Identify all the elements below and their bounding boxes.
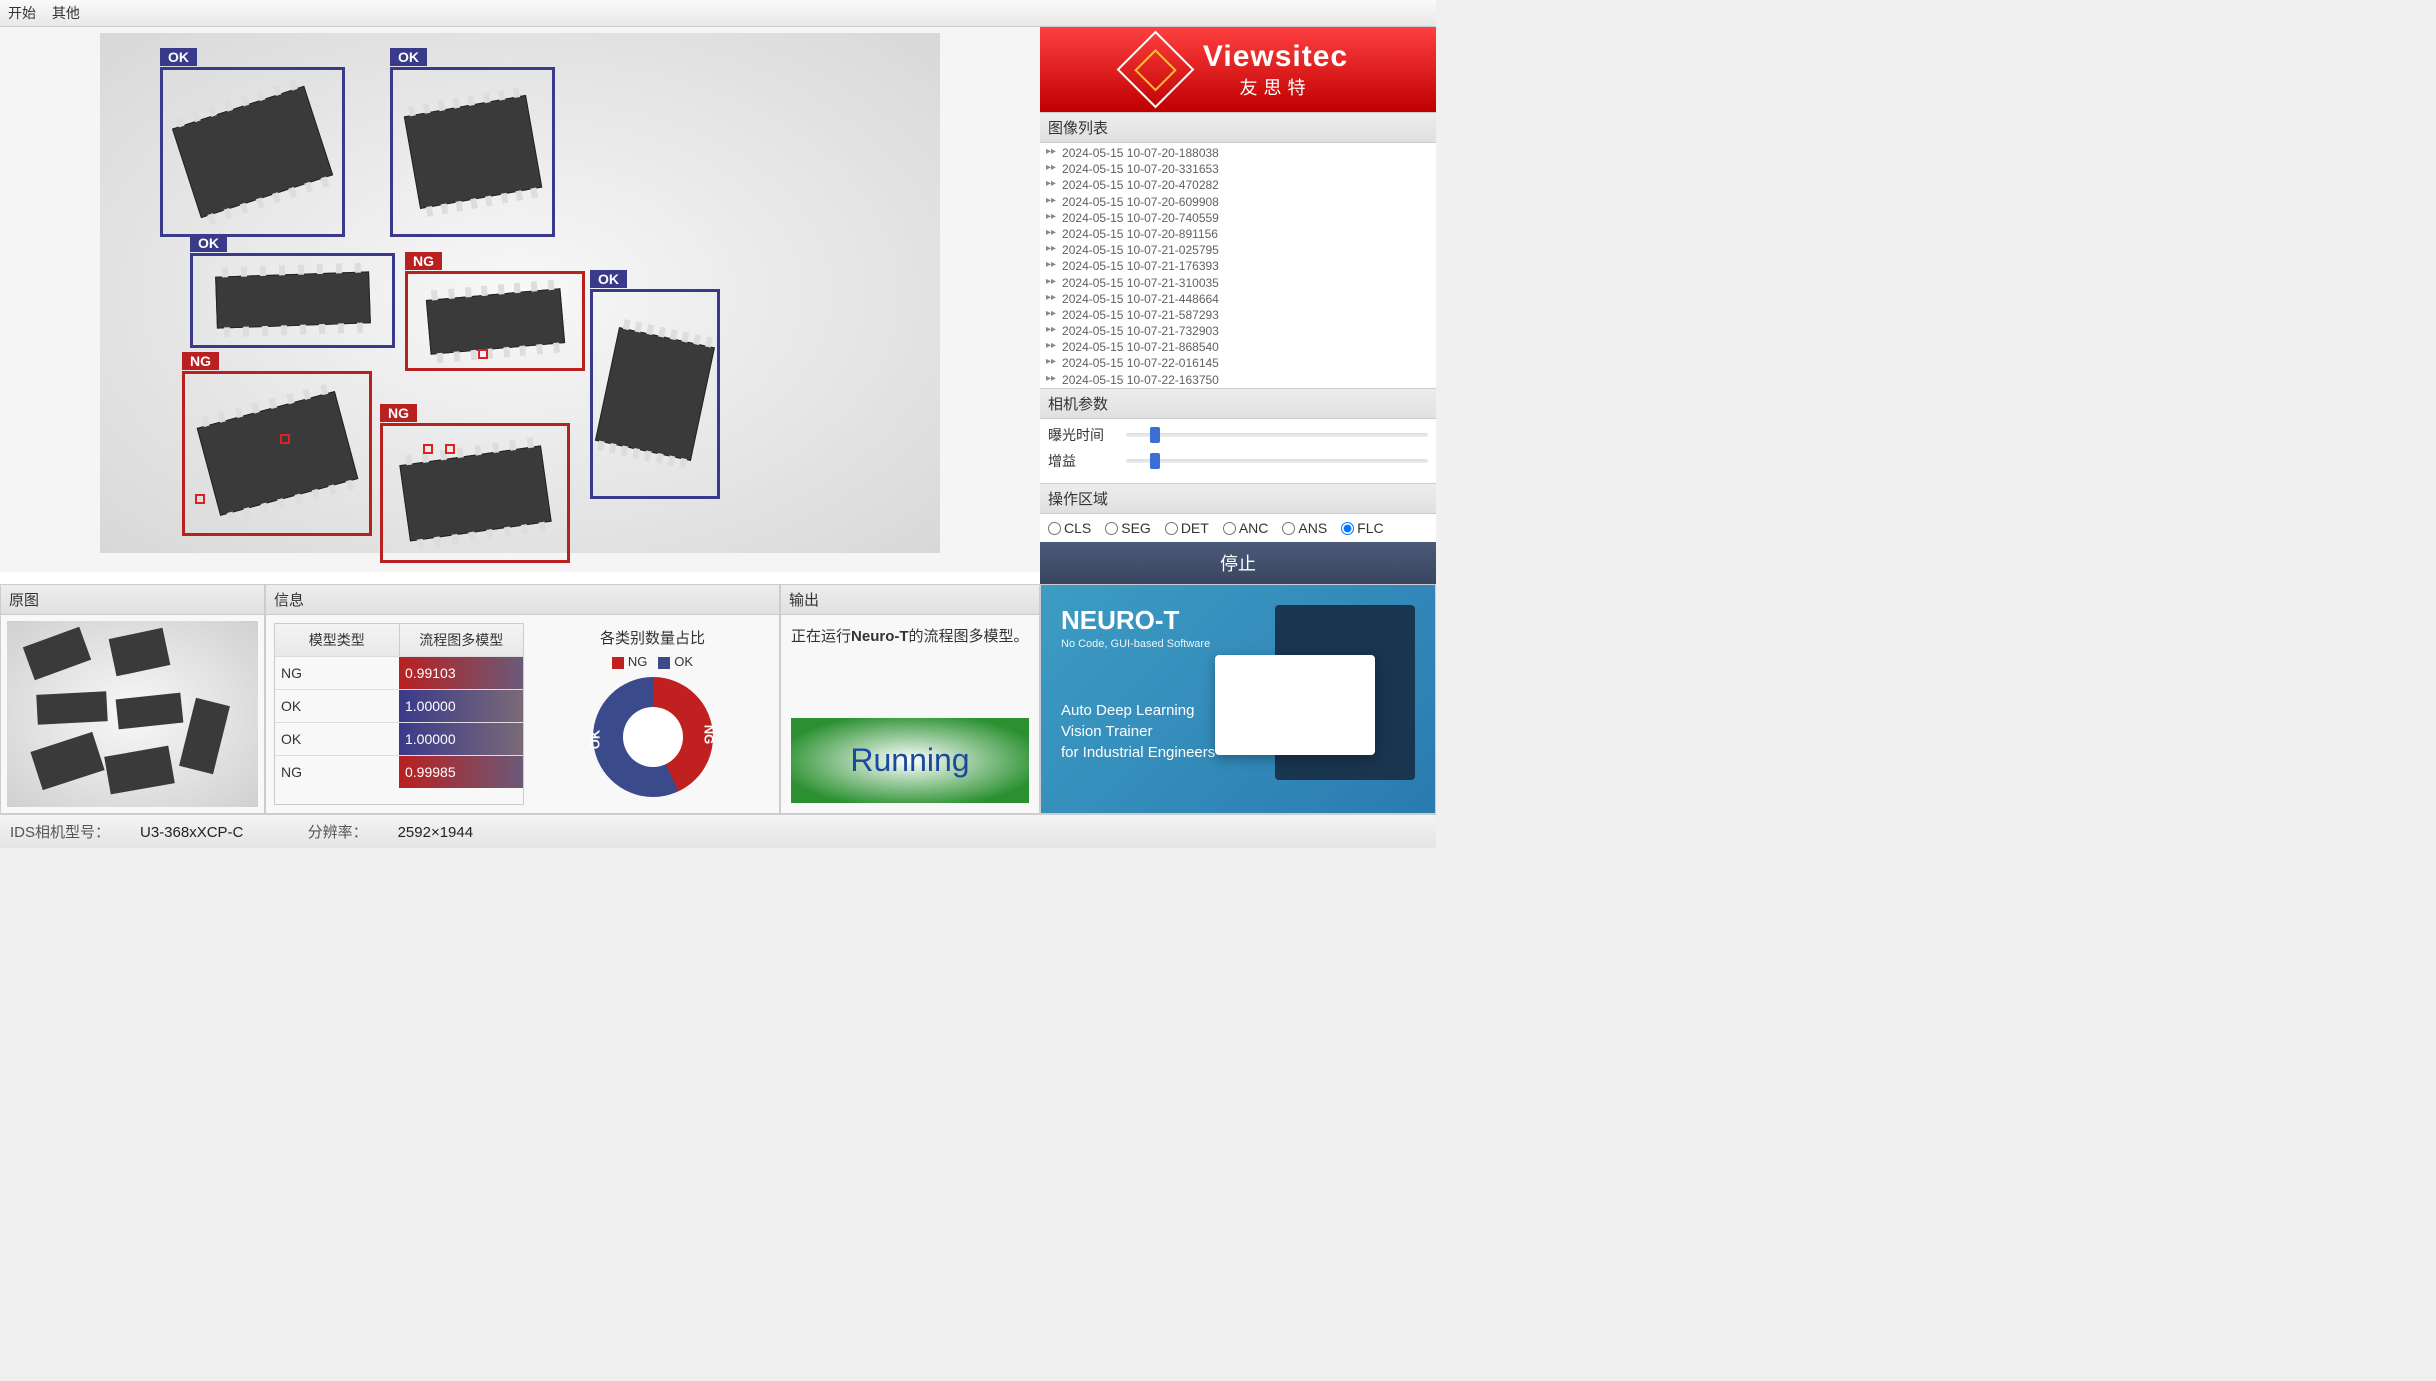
exposure-label: 曝光时间 <box>1048 425 1118 445</box>
resolution: 分辨率：2592×1944 <box>308 824 504 841</box>
info-row: OK1.00000 <box>275 722 523 755</box>
output-text: 正在运行Neuro-T的流程图多模型。 <box>791 625 1029 646</box>
image-list[interactable]: ▸▸2024-05-15 10-07-20-188038▸▸2024-05-15… <box>1040 143 1436 388</box>
mode-radio-seg[interactable]: SEG <box>1105 520 1151 536</box>
detection-box-ok: OK <box>190 253 395 348</box>
detection-box-ng: NG <box>380 423 570 563</box>
output-panel-header: 输出 <box>781 585 1039 615</box>
original-panel-header: 原图 <box>1 585 264 615</box>
image-list-item[interactable]: ▸▸2024-05-15 10-07-20-188038 <box>1046 145 1430 161</box>
brand-logo-icon <box>1116 31 1194 109</box>
image-list-header: 图像列表 <box>1040 112 1436 143</box>
info-panel-header: 信息 <box>266 585 779 615</box>
output-panel: 输出 正在运行Neuro-T的流程图多模型。 Running <box>780 584 1040 814</box>
image-list-item[interactable]: ▸▸2024-05-15 10-07-21-310035 <box>1046 275 1430 291</box>
image-list-item[interactable]: ▸▸2024-05-15 10-07-21-868540 <box>1046 339 1430 355</box>
brand-name-cn: 友思特 <box>1203 74 1348 100</box>
image-list-item[interactable]: ▸▸2024-05-15 10-07-20-331653 <box>1046 161 1430 177</box>
image-list-item[interactable]: ▸▸2024-05-15 10-07-21-587293 <box>1046 307 1430 323</box>
menu-other[interactable]: 其他 <box>52 5 80 21</box>
detection-image: OKOKOKNGOKNGNG <box>100 33 940 553</box>
detection-box-ok: OK <box>160 67 345 237</box>
detection-box-ok: OK <box>390 67 555 237</box>
chart-title: 各类别数量占比 <box>600 627 705 648</box>
image-list-item[interactable]: ▸▸2024-05-15 10-07-21-025795 <box>1046 242 1430 258</box>
stop-button[interactable]: 停止 <box>1040 542 1436 584</box>
info-row: NG0.99985 <box>275 755 523 788</box>
running-status: Running <box>791 718 1029 803</box>
ops-header: 操作区域 <box>1040 483 1436 514</box>
brand-banner: Viewsitec 友思特 <box>1040 27 1436 112</box>
menubar: 开始 其他 <box>0 0 1436 27</box>
pie-chart-area: 各类别数量占比 NG OK NG OK <box>534 623 771 805</box>
mode-radio-det[interactable]: DET <box>1165 520 1209 536</box>
exposure-slider[interactable] <box>1126 433 1428 437</box>
bottom-row: 原图 信息 模型类型 流程图多模型 NG0.99103OK1.00000OK1.… <box>0 584 1436 814</box>
detection-box-ng: NG <box>405 271 585 371</box>
info-row: OK1.00000 <box>275 689 523 722</box>
image-list-item[interactable]: ▸▸2024-05-15 10-07-20-740559 <box>1046 210 1430 226</box>
detection-box-ok: OK <box>590 289 720 499</box>
detection-box-ng: NG <box>182 371 372 536</box>
info-row: NG0.99103 <box>275 656 523 689</box>
brand-name-en: Viewsitec <box>1203 40 1348 74</box>
image-list-item[interactable]: ▸▸2024-05-15 10-07-21-448664 <box>1046 291 1430 307</box>
image-list-item[interactable]: ▸▸2024-05-15 10-07-22-016145 <box>1046 355 1430 371</box>
image-list-item[interactable]: ▸▸2024-05-15 10-07-21-732903 <box>1046 323 1430 339</box>
info-table: 模型类型 流程图多模型 NG0.99103OK1.00000OK1.00000N… <box>274 623 524 805</box>
camera-params: 曝光时间 增益 <box>1040 419 1436 483</box>
mode-radio-flc[interactable]: FLC <box>1341 520 1383 536</box>
menu-start[interactable]: 开始 <box>8 5 36 21</box>
image-list-item[interactable]: ▸▸2024-05-15 10-07-20-891156 <box>1046 226 1430 242</box>
image-viewer: OKOKOKNGOKNGNG <box>0 27 1040 572</box>
original-panel: 原图 <box>0 584 265 814</box>
mode-radio-cls[interactable]: CLS <box>1048 520 1091 536</box>
info-panel: 信息 模型类型 流程图多模型 NG0.99103OK1.00000OK1.000… <box>265 584 780 814</box>
image-list-item[interactable]: ▸▸2024-05-15 10-07-20-609908 <box>1046 194 1430 210</box>
neuro-bottom-panel: NEURO-T No Code, GUI-based Software Auto… <box>1040 584 1436 814</box>
camera-model: IDS相机型号：U3-368xXCP-C <box>10 824 273 841</box>
mode-radio-anc[interactable]: ANC <box>1223 520 1269 536</box>
image-list-item[interactable]: ▸▸2024-05-15 10-07-21-176393 <box>1046 258 1430 274</box>
mode-radio-group: CLS SEG DET ANC ANS FLC <box>1040 514 1436 542</box>
image-list-item[interactable]: ▸▸2024-05-15 10-07-22-163750 <box>1046 372 1430 388</box>
camera-params-header: 相机参数 <box>1040 388 1436 419</box>
image-list-item[interactable]: ▸▸2024-05-15 10-07-20-470282 <box>1046 177 1430 193</box>
donut-chart: NG OK <box>593 677 713 797</box>
original-thumbnail <box>7 621 258 807</box>
gain-label: 增益 <box>1048 451 1118 471</box>
gain-slider[interactable] <box>1126 459 1428 463</box>
mode-radio-ans[interactable]: ANS <box>1282 520 1327 536</box>
side-column: Viewsitec 友思特 图像列表 ▸▸2024-05-15 10-07-20… <box>1040 27 1436 584</box>
info-th-flow: 流程图多模型 <box>400 624 524 656</box>
statusbar: IDS相机型号：U3-368xXCP-C 分辨率：2592×1944 <box>0 814 1436 848</box>
info-th-model: 模型类型 <box>275 624 400 656</box>
main-row: OKOKOKNGOKNGNG Viewsitec 友思特 图像列表 ▸▸2024… <box>0 27 1436 584</box>
chart-legend: NG OK <box>612 654 693 669</box>
